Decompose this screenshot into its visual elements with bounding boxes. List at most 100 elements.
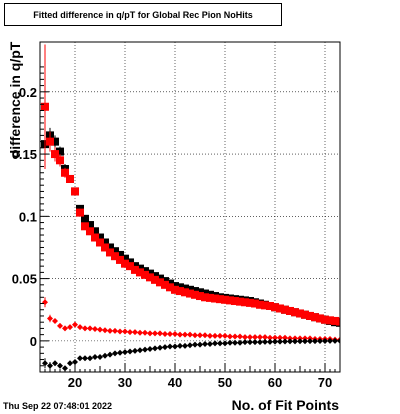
data-point-square	[216, 295, 224, 304]
data-point-square	[296, 309, 304, 318]
data-point-square	[81, 222, 89, 231]
data-point-square	[121, 259, 129, 268]
data-point-diamond	[267, 334, 273, 341]
data-point-diamond	[62, 325, 68, 332]
data-point-square	[286, 306, 294, 315]
data-point-diamond	[217, 340, 223, 347]
timestamp: Thu Sep 22 07:48:01 2022	[3, 401, 113, 411]
data-point-diamond	[162, 331, 168, 338]
data-point-diamond	[142, 329, 148, 336]
data-point-square	[141, 270, 149, 279]
y-tick-label: 0	[30, 334, 37, 349]
data-point-square	[86, 221, 94, 230]
data-point-square	[316, 314, 324, 323]
data-point-square	[291, 308, 299, 317]
data-point-diamond	[102, 327, 108, 334]
data-point-square	[106, 248, 114, 257]
data-point-diamond	[232, 333, 238, 340]
data-point-square	[41, 102, 49, 111]
data-point-square	[221, 295, 229, 304]
data-point-square	[156, 278, 164, 287]
data-point-square	[96, 233, 104, 242]
data-point-diamond	[152, 345, 158, 352]
data-point-square	[331, 316, 339, 325]
data-point-diamond	[227, 333, 233, 340]
x-tick-label: 30	[118, 375, 132, 390]
data-point-diamond	[277, 338, 283, 345]
data-point-diamond	[197, 341, 203, 348]
data-point-diamond	[97, 354, 103, 361]
data-point-diamond	[122, 328, 128, 335]
data-point-square	[51, 150, 59, 159]
data-point-diamond	[182, 331, 188, 338]
data-point-square	[71, 187, 79, 196]
data-markers	[41, 44, 340, 372]
data-point-square	[91, 227, 99, 236]
data-point-square	[46, 137, 54, 146]
data-point-diamond	[267, 338, 273, 345]
data-point-diamond	[107, 327, 113, 334]
data-point-square	[326, 316, 334, 325]
y-tick-label: 0.2	[19, 85, 37, 100]
data-point-diamond	[82, 325, 88, 332]
data-point-square	[56, 156, 64, 165]
data-point-square	[81, 214, 89, 223]
y-axis-label: difference in q/pT	[7, 41, 23, 158]
data-point-diamond	[207, 340, 213, 347]
data-point-diamond	[62, 365, 68, 372]
data-point-diamond	[47, 362, 53, 369]
data-point-diamond	[302, 338, 308, 345]
data-point-square	[201, 293, 209, 302]
data-point-diamond	[327, 337, 333, 344]
data-point-square	[166, 283, 174, 292]
x-tick-label: 20	[68, 375, 82, 390]
y-tick-label: 0.1	[19, 209, 37, 224]
data-point-diamond	[172, 331, 178, 338]
data-point-diamond	[212, 340, 218, 347]
data-point-square	[151, 275, 159, 284]
data-point-diamond	[92, 326, 98, 333]
data-point-diamond	[57, 322, 63, 329]
data-point-diamond	[212, 332, 218, 339]
x-tick-label: 70	[318, 375, 332, 390]
data-point-diamond	[172, 343, 178, 350]
x-tick-label: 40	[168, 375, 182, 390]
data-point-square	[136, 268, 144, 277]
data-point-diamond	[147, 345, 153, 352]
data-point-diamond	[77, 355, 83, 362]
plot-frame	[39, 41, 341, 373]
data-point-square	[261, 301, 269, 310]
data-point-square	[121, 254, 129, 263]
x-tick-label: 60	[268, 375, 282, 390]
data-point-diamond	[192, 332, 198, 339]
data-point-diamond	[157, 330, 163, 337]
data-point-square	[206, 293, 214, 302]
data-point-square	[126, 262, 134, 271]
data-point-diamond	[112, 350, 118, 357]
data-point-square	[96, 238, 104, 247]
data-point-diamond	[232, 339, 238, 346]
data-point-diamond	[292, 338, 298, 345]
data-point-square	[116, 255, 124, 264]
data-point-diamond	[207, 332, 213, 339]
data-point-diamond	[187, 331, 193, 338]
data-point-square	[191, 290, 199, 299]
data-point-diamond	[177, 331, 183, 338]
data-point-square	[321, 315, 329, 324]
data-point-square	[241, 298, 249, 307]
data-point-diamond	[237, 339, 243, 346]
data-point-diamond	[117, 349, 123, 356]
x-axis-label: No. of Fit Points	[232, 397, 340, 413]
data-point-square	[236, 297, 244, 306]
data-point-square	[131, 265, 139, 274]
data-point-diamond	[257, 339, 263, 346]
data-point-diamond	[282, 338, 288, 345]
data-point-square	[231, 297, 239, 306]
data-point-diamond	[237, 333, 243, 340]
data-point-diamond	[97, 326, 103, 333]
data-point-square	[101, 238, 109, 247]
data-point-diamond	[322, 337, 328, 344]
data-point-diamond	[157, 344, 163, 351]
data-point-diamond	[252, 334, 258, 341]
